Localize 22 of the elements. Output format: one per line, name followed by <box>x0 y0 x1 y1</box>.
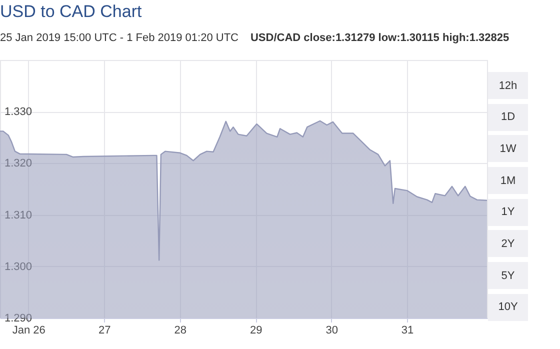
range-button: 1Y <box>488 198 528 226</box>
y-tick-label: 1.290 <box>4 312 32 324</box>
y-tick-label: 1.330 <box>4 106 32 118</box>
x-tick-label: 30 <box>326 324 338 336</box>
chart-title: USD to CAD Chart <box>0 2 142 22</box>
range-button: 1M <box>488 167 528 194</box>
y-tick-label: 1.300 <box>4 260 32 273</box>
range-button: 12h <box>488 72 528 99</box>
range-button: 1W <box>488 135 528 162</box>
range-button: 10Y <box>488 294 528 321</box>
range-button: 5Y <box>488 262 528 290</box>
x-tick-label: 28 <box>174 324 186 336</box>
x-tick-label: Jan 26 <box>12 324 46 336</box>
x-tick-label: 31 <box>401 324 414 336</box>
x-tick-label: 29 <box>250 324 262 336</box>
y-tick-label: 1.310 <box>4 209 32 222</box>
range-button: 2Y <box>488 230 528 258</box>
text: USD/CAD close:1.31279 low:1.30115 high:1.32825 <box>250 32 510 44</box>
x-tick-label: 27 <box>98 324 111 336</box>
chart-subtitle: 25 Jan 2019 15:00 UTC - 1 Feb 2019 01:20 UTC <box>0 32 238 44</box>
range-button: 1D <box>488 104 528 131</box>
y-tick-label: 1.320 <box>4 158 32 170</box>
